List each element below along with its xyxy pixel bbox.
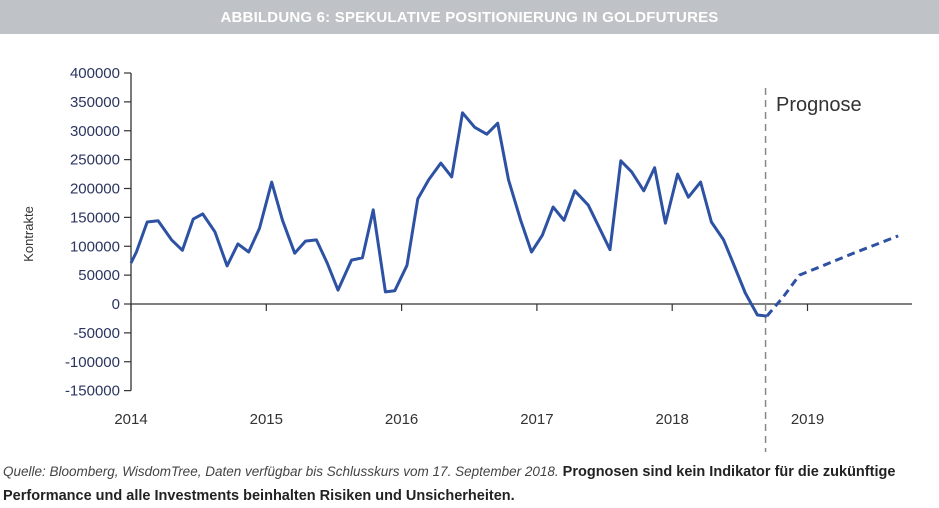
y-tick-label: 350000 — [70, 94, 120, 111]
x-tick-label: 2017 — [520, 411, 553, 428]
y-tick-label: 300000 — [70, 123, 120, 140]
footer: Quelle: Bloomberg, WisdomTree, Daten ver… — [3, 460, 939, 508]
forecast-series-line — [765, 234, 899, 318]
y-tick-label: 400000 — [70, 65, 120, 82]
source-note: Quelle: Bloomberg, WisdomTree, Daten ver… — [3, 464, 559, 479]
y-tick-label: -50000 — [73, 325, 120, 342]
y-tick-label: -150000 — [65, 383, 120, 400]
y-tick-label: -100000 — [65, 354, 120, 371]
y-tick-label: 200000 — [70, 181, 120, 198]
x-tick-label: 2015 — [250, 411, 283, 428]
x-tick-label: 2019 — [791, 411, 824, 428]
y-tick-label: 0 — [112, 296, 120, 313]
chart-title: ABBILDUNG 6: SPEKULATIVE POSITIONIERUNG … — [0, 0, 939, 34]
disclaimer: Prognosen sind kein Indikator für die zu… — [3, 464, 896, 504]
forecast-label: Prognose — [776, 94, 862, 116]
y-tick-label: 250000 — [70, 152, 120, 169]
y-tick-label: 150000 — [70, 209, 120, 226]
x-tick-label: 2018 — [656, 411, 689, 428]
x-tick-label: 2014 — [114, 411, 147, 428]
line-chart: 400000 350000 300000 250000 200000 150000 1000… — [21, 65, 912, 452]
y-tick-label: 100000 — [70, 238, 120, 255]
historical-series-line — [129, 111, 768, 318]
x-tick-label: 2016 — [385, 411, 418, 428]
y-axis-label: Kontrakte — [21, 206, 36, 262]
y-tick-label: 50000 — [78, 267, 120, 284]
